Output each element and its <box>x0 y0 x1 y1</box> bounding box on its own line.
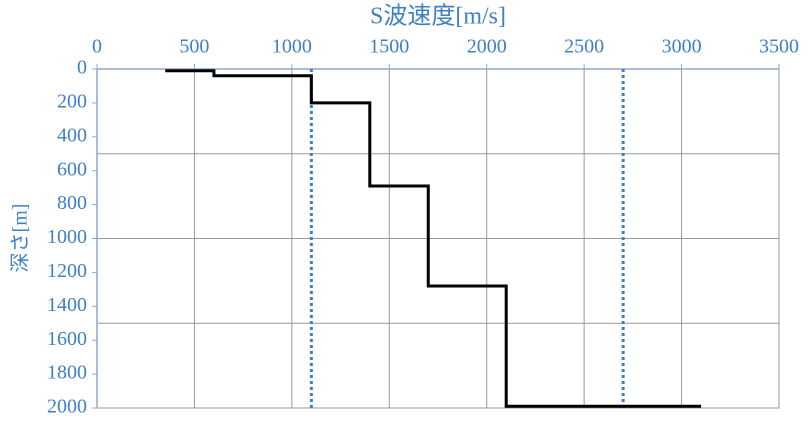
x-tick-label: 3500 <box>759 36 799 58</box>
y-tick-label: 1800 <box>47 362 87 384</box>
x-tick-label: 3000 <box>662 36 702 58</box>
y-tick-label: 1000 <box>47 226 87 248</box>
y-axis-label: 深さ[m] <box>9 204 32 273</box>
x-tick-label: 2000 <box>467 36 507 58</box>
y-tick-label: 400 <box>57 124 87 146</box>
y-tick-label: 1600 <box>47 328 87 350</box>
chart-title: S波速度[m/s] <box>370 3 506 30</box>
y-tick-label: 2000 <box>47 396 87 418</box>
y-tick-label: 1400 <box>47 294 87 316</box>
y-tick-label: 200 <box>57 90 87 112</box>
y-tick-label: 0 <box>77 57 87 79</box>
y-tick-label: 600 <box>57 158 87 180</box>
x-tick-label: 1000 <box>272 36 312 58</box>
x-tick-label: 2500 <box>564 36 604 58</box>
x-tick-label: 500 <box>179 36 209 58</box>
x-tick-label: 0 <box>92 36 102 58</box>
y-tick-label: 1200 <box>47 260 87 282</box>
data-line <box>165 69 702 408</box>
y-tick-label: 800 <box>57 192 87 214</box>
x-tick-label: 1500 <box>369 36 409 58</box>
